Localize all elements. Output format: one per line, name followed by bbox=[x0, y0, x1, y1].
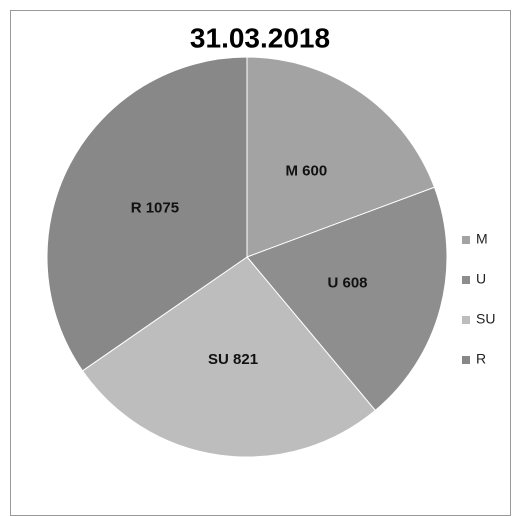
data-label: R 1075 bbox=[131, 200, 179, 217]
legend-label: SU bbox=[476, 311, 495, 327]
legend-swatch bbox=[462, 236, 470, 244]
chart-title: 31.03.2018 bbox=[190, 22, 330, 53]
pie-slice bbox=[246, 186, 448, 412]
legend-label: M bbox=[476, 231, 488, 247]
legend-swatch bbox=[462, 316, 470, 324]
legend-swatch bbox=[462, 356, 470, 364]
pie-slice bbox=[246, 56, 436, 258]
data-label: U 608 bbox=[328, 275, 368, 292]
legend-label: R bbox=[476, 351, 486, 367]
legend-swatch bbox=[462, 276, 470, 284]
data-label: SU 821 bbox=[208, 351, 258, 368]
pie-slice bbox=[81, 256, 376, 458]
legend-label: U bbox=[476, 271, 486, 287]
pie-slice bbox=[46, 56, 248, 372]
data-label: M 600 bbox=[285, 163, 327, 180]
